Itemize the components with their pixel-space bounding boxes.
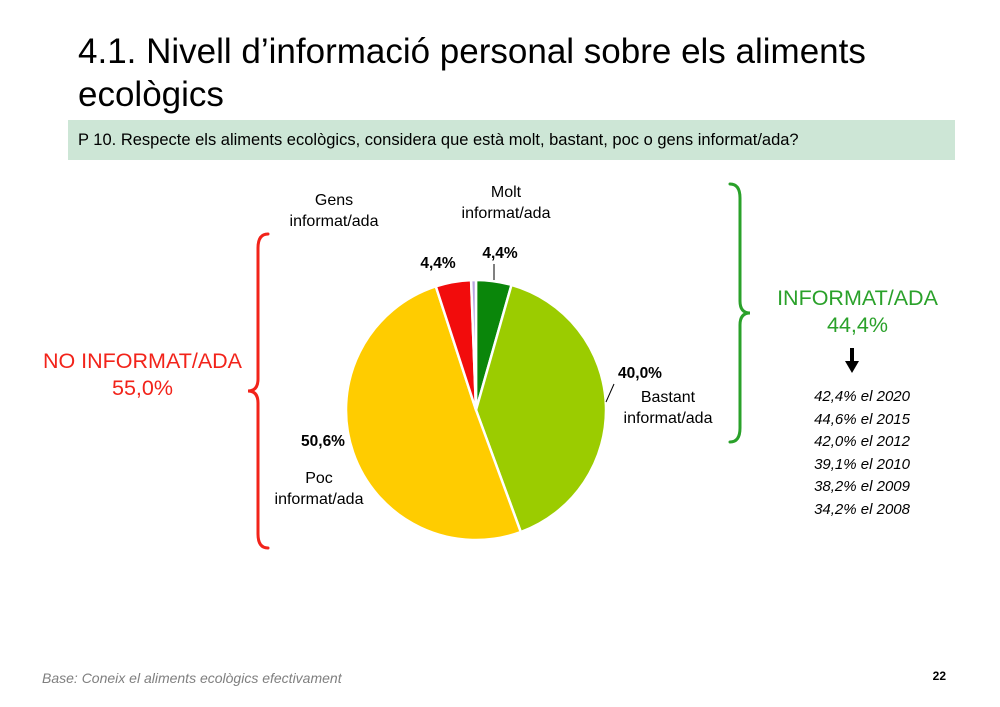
history-item: 44,6% el 2015 [814, 410, 910, 428]
down-arrow-icon [845, 348, 859, 373]
slice-category-label: Gens informat/ada [290, 192, 379, 230]
pie-labels: 4,4% Molt informat/ada 40,0% Bastant informat… [275, 184, 713, 508]
informat-brace [728, 182, 751, 444]
informat-summary: INFORMAT/ADA 44,4% [755, 285, 960, 339]
informat-label: INFORMAT/ADA [777, 286, 938, 310]
pie-slices [344, 278, 608, 542]
no-informat-value: 55,0% [112, 376, 173, 400]
history-item: 42,4% el 2020 [814, 388, 910, 405]
group-braces [247, 182, 751, 550]
leader-lines [493, 264, 615, 403]
history-item: 34,2% el 2008 [814, 500, 910, 518]
leader-line [605, 383, 615, 403]
pie-slice [344, 285, 523, 542]
no-informat-summary: NO INFORMAT/ADA 55,0% [40, 348, 245, 402]
slice-value-label: 4,4% [420, 255, 456, 272]
slice-category-label: Bastant informat/ada [624, 389, 713, 427]
question-banner: P 10. Respecte els aliments ecològics, c… [68, 120, 955, 160]
pie-slice [474, 283, 608, 534]
history-list: 42,4% el 2020 44,6% el 2015 42,0% el 201… [760, 386, 910, 521]
page-number: 22 [932, 669, 946, 683]
slice-category-label: Molt informat/ada [462, 184, 551, 222]
history-item: 42,0% el 2012 [814, 433, 910, 450]
informat-value: 44,4% [827, 313, 888, 337]
slice-category-label: Poc informat/ada [275, 470, 364, 508]
base-note: Base: Coneix el aliments ecològics efect… [42, 670, 342, 686]
history-item: 39,1% el 2010 [814, 455, 910, 473]
no-informat-brace [247, 232, 270, 550]
no-informat-label: NO INFORMAT/ADA [42, 349, 243, 373]
slice-value-label: 4,4% [482, 245, 518, 262]
page-title: 4.1. Nivell d’informació personal sobre … [78, 32, 866, 114]
slice-value-label: 40,0% [618, 365, 662, 382]
slice-value-label: 50,6% [301, 433, 345, 450]
history-item: 38,2% el 2009 [814, 478, 910, 495]
pie-slice [469, 278, 478, 412]
